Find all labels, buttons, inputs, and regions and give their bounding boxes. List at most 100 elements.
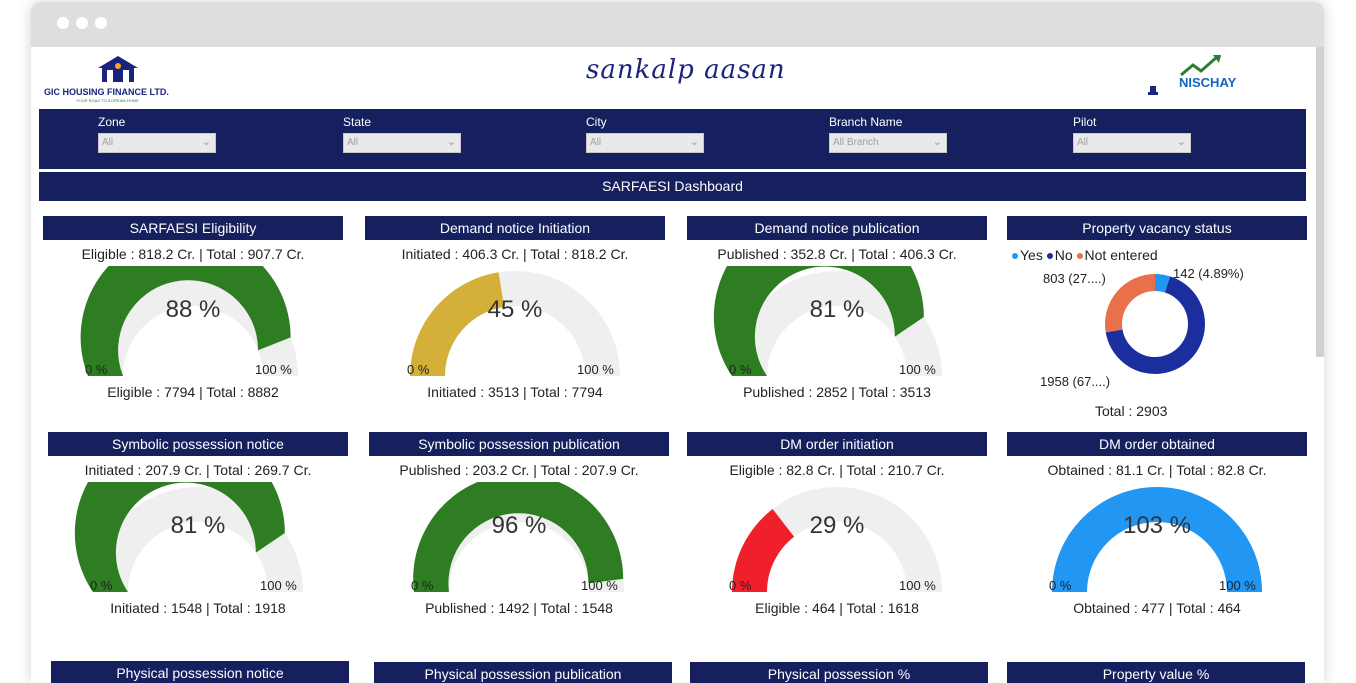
gauge-chart <box>732 487 942 592</box>
gauge-value-arc <box>713 266 924 376</box>
donut-total: Total : 2903 <box>1095 403 1168 419</box>
gauge-card: Symbolic possession notice Initiated : 20… <box>48 432 348 642</box>
filter-city: City All ⌄ <box>586 115 706 153</box>
filter-bar: Zone All ⌄ State All ⌄ City All ⌄ Branch Na… <box>39 109 1306 169</box>
card-top-summary: Eligible : 82.8 Cr. | Total : 210.7 Cr. <box>729 462 945 478</box>
vacancy-card: Property vacancy status Yes No Not enter… <box>1007 216 1307 426</box>
gauge-max-label: 100 % <box>260 578 297 593</box>
house-logo-icon <box>98 56 138 82</box>
card-title: DM order initiation <box>687 432 987 456</box>
card-title: Demand notice publication <box>687 216 987 240</box>
legend-label: Not entered <box>1084 247 1158 263</box>
gauge-value-arc <box>1052 486 1262 592</box>
dashboard-title: SARFAESI Dashboard <box>39 172 1306 201</box>
gauge-track <box>732 487 942 592</box>
gauge-value-arc <box>732 509 795 592</box>
filter-label: State <box>343 115 372 129</box>
gauge-min-label: 0 % <box>85 362 108 377</box>
gauge-min-label: 0 % <box>729 362 752 377</box>
window-dot-icon[interactable] <box>95 17 107 29</box>
legend-dot-icon <box>1012 253 1018 260</box>
nischay-brand-text: NISCHAY <box>1179 75 1237 90</box>
legend-item[interactable]: Yes <box>1012 247 1043 263</box>
chevron-down-icon: ⌄ <box>1176 136 1186 148</box>
donut-slice[interactable] <box>1105 276 1205 374</box>
gauge-card: Symbolic possession publication Published… <box>369 432 669 642</box>
card-title: Symbolic possession publication <box>369 432 669 456</box>
window-dot-icon[interactable] <box>76 17 88 29</box>
card-bottom-summary: Eligible : 7794 | Total : 8882 <box>107 384 279 400</box>
gauge-min-label: 0 % <box>729 578 752 593</box>
app-title: sankalp aasan <box>586 55 786 85</box>
card-top-summary: Initiated : 207.9 Cr. | Total : 269.7 Cr… <box>84 462 312 478</box>
gauge-chart <box>1052 486 1262 592</box>
card-bottom-summary: Published : 2852 | Total : 3513 <box>743 384 931 400</box>
state-dropdown[interactable]: All ⌄ <box>343 133 461 153</box>
card-top-summary: Obtained : 81.1 Cr. | Total : 82.8 Cr. <box>1047 462 1267 478</box>
gauge-percent: 81 % <box>170 512 226 539</box>
chevron-down-icon: ⌄ <box>689 136 699 148</box>
dropdown-value: All <box>1077 137 1089 148</box>
card-top-summary: Initiated : 406.3 Cr. | Total : 818.2 Cr… <box>401 246 629 262</box>
gauge-max-label: 100 % <box>577 362 614 377</box>
legend-label: Yes <box>1020 247 1043 263</box>
dropdown-value: All Branch <box>833 137 879 148</box>
card-title: Demand notice Initiation <box>365 216 665 240</box>
city-dropdown[interactable]: All ⌄ <box>586 133 704 153</box>
card-top-summary: Published : 203.2 Cr. | Total : 207.9 Cr… <box>399 462 639 478</box>
zone-dropdown[interactable]: All ⌄ <box>98 133 216 153</box>
vertical-scrollbar[interactable] <box>1316 47 1324 357</box>
gauge-min-label: 0 % <box>407 362 430 377</box>
branch-dropdown[interactable]: All Branch ⌄ <box>829 133 947 153</box>
gauge-max-label: 100 % <box>1219 578 1256 593</box>
card-bottom-summary: Initiated : 1548 | Total : 1918 <box>110 600 286 616</box>
window-dot-icon[interactable] <box>57 17 69 29</box>
gauge-min-label: 0 % <box>90 578 113 593</box>
donut-label-yes: 142 (4.89%) <box>1173 266 1244 281</box>
dropdown-value: All <box>347 137 359 148</box>
card-bottom-summary: Obtained : 477 | Total : 464 <box>1073 600 1241 616</box>
card-top-summary: Eligible : 818.2 Cr. | Total : 907.7 Cr. <box>81 246 305 262</box>
filter-label: Zone <box>98 115 126 129</box>
chevron-down-icon: ⌄ <box>201 136 211 148</box>
legend-item[interactable]: Not entered <box>1076 247 1158 263</box>
donut-label-no: 1958 (67....) <box>1040 374 1111 389</box>
gauge-card: SARFAESI Eligibility Eligible : 818.2 Cr.… <box>43 216 343 426</box>
gauge-value-arc <box>413 482 624 592</box>
chevron-down-icon: ⌄ <box>932 136 942 148</box>
growth-arrow-icon <box>1180 55 1221 77</box>
emblem-icon <box>1148 86 1158 95</box>
legend-label: No <box>1054 247 1073 263</box>
donut-slice[interactable] <box>1105 274 1155 333</box>
legend-item[interactable]: No <box>1046 247 1073 263</box>
gauge-percent: 29 % <box>809 512 865 539</box>
gauge-value-arc <box>410 272 505 376</box>
gauge-card: DM order obtained Obtained : 81.1 Cr. | T… <box>1007 432 1307 642</box>
gauge-max-label: 100 % <box>581 578 618 593</box>
gauge-percent: 96 % <box>491 512 547 539</box>
donut-slice[interactable] <box>1155 274 1171 293</box>
filter-state: State All ⌄ <box>343 115 463 153</box>
filter-label: City <box>586 115 607 129</box>
card-title: Property vacancy status <box>1007 216 1307 240</box>
pilot-dropdown[interactable]: All ⌄ <box>1073 133 1191 153</box>
gauge-value-arc <box>80 266 291 376</box>
gauge-max-label: 100 % <box>899 362 936 377</box>
donut-label-not-entered: 803 (27....) <box>1043 271 1106 286</box>
gauge-max-label: 100 % <box>255 362 292 377</box>
logo-tagline: YOUR ROAD TO A DREAM HOME <box>76 98 139 103</box>
card-top-summary: Published : 352.8 Cr. | Total : 406.3 Cr… <box>717 246 957 262</box>
card-title: Symbolic possession notice <box>48 432 348 456</box>
chevron-down-icon: ⌄ <box>446 136 456 148</box>
filter-pilot: Pilot All ⌄ <box>1073 115 1193 153</box>
card-bottom-summary: Initiated : 3513 | Total : 7794 <box>427 384 603 400</box>
gauge-chart <box>74 482 303 592</box>
gauge-chart <box>410 271 620 376</box>
browser-window: GIC HOUSING FINANCE LTD. YOUR ROAD TO A … <box>31 2 1324 683</box>
gauge-card: Demand notice publication Published : 352… <box>687 216 987 426</box>
filter-zone: Zone All ⌄ <box>98 115 218 153</box>
browser-chrome <box>31 2 1324 47</box>
gauge-chart <box>413 482 624 592</box>
card-bottom-summary: Published : 1492 | Total : 1548 <box>425 600 613 616</box>
filter-label: Pilot <box>1073 115 1097 129</box>
